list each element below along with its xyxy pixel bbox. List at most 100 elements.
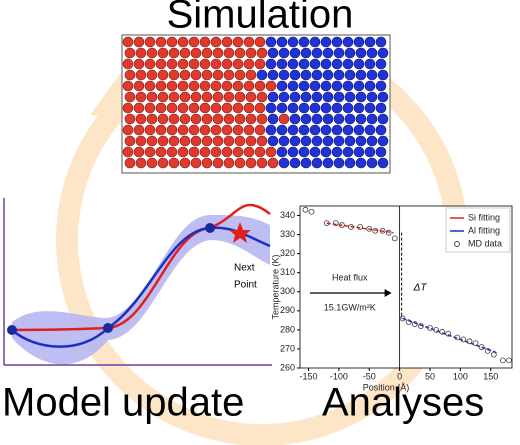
- atom: [179, 47, 191, 59]
- sample-point: [7, 325, 17, 335]
- atom: [223, 157, 235, 169]
- atom: [366, 113, 378, 125]
- atom: [245, 47, 257, 59]
- atom: [232, 146, 244, 158]
- atom: [265, 58, 277, 70]
- data-point: [385, 229, 392, 236]
- atom: [223, 91, 235, 103]
- data-point: [466, 338, 473, 345]
- data-point: [427, 325, 433, 331]
- atom: [355, 69, 367, 81]
- atom: [234, 113, 246, 125]
- atom: [342, 80, 354, 92]
- atom: [276, 80, 288, 92]
- atom: [190, 157, 202, 169]
- atom: [377, 157, 389, 169]
- atom: [221, 58, 233, 70]
- sample-point: [205, 223, 215, 233]
- atom: [188, 80, 200, 92]
- y-tick-label: 330: [280, 229, 295, 239]
- atom: [234, 69, 246, 81]
- x-tick-label: -50: [363, 371, 376, 381]
- atom: [135, 69, 147, 81]
- atom: [146, 157, 158, 169]
- atom: [287, 124, 299, 136]
- atom: [377, 113, 389, 125]
- y-tick-label: 340: [280, 210, 295, 220]
- atom: [223, 47, 235, 59]
- analyses-chart: -150 -100 -50 0 50 100 150 260 270 280 290 300 310 32…: [270, 205, 513, 392]
- atom: [342, 124, 354, 136]
- y-tick-label: 280: [280, 324, 295, 334]
- atom: [278, 157, 290, 169]
- analyses-title: Analyses: [322, 381, 484, 425]
- atom: [210, 102, 222, 114]
- atom: [179, 69, 191, 81]
- atom: [364, 124, 376, 136]
- atom: [311, 157, 323, 169]
- atom: [344, 157, 356, 169]
- atom: [157, 47, 169, 59]
- atom: [289, 47, 301, 59]
- atom: [355, 47, 367, 59]
- atom: [190, 69, 202, 81]
- atom: [309, 102, 321, 114]
- atom: [122, 58, 134, 70]
- atom: [144, 58, 156, 70]
- atom: [311, 113, 323, 125]
- atom: [300, 47, 312, 59]
- atom: [366, 69, 378, 81]
- atom: [322, 47, 334, 59]
- model-panel: Next Point: [3, 198, 272, 366]
- atom: [212, 113, 224, 125]
- atom: [201, 69, 213, 81]
- atom: [353, 124, 365, 136]
- x-tick-label: 0: [397, 371, 402, 381]
- x-tick-label: -150: [299, 371, 317, 381]
- atom: [265, 146, 277, 158]
- atom: [366, 47, 378, 59]
- atom: [265, 102, 277, 114]
- atom: [256, 69, 268, 81]
- atom: [333, 113, 345, 125]
- atom: [232, 58, 244, 70]
- data-point: [460, 336, 467, 343]
- atom: [210, 80, 222, 92]
- atom: [353, 58, 365, 70]
- atom: [289, 91, 301, 103]
- atom: [278, 135, 290, 147]
- atom: [311, 91, 323, 103]
- atom: [364, 102, 376, 114]
- atom: [133, 80, 145, 92]
- data-point: [399, 315, 406, 322]
- atom: [124, 47, 136, 59]
- atom: [344, 113, 356, 125]
- atom: [199, 58, 211, 70]
- atom: [320, 80, 332, 92]
- atom: [256, 91, 268, 103]
- atom: [243, 80, 255, 92]
- x-tick-label: 50: [425, 371, 435, 381]
- atom: [234, 47, 246, 59]
- atom: [135, 157, 147, 169]
- atom: [342, 102, 354, 114]
- atom: [146, 47, 158, 59]
- atom: [245, 69, 257, 81]
- atom: [221, 80, 233, 92]
- atom: [144, 146, 156, 158]
- atom: [179, 113, 191, 125]
- atom: [243, 58, 255, 70]
- atom: [199, 80, 211, 92]
- atom: [232, 124, 244, 136]
- atom: [133, 146, 145, 158]
- atom: [267, 135, 279, 147]
- atom: [364, 80, 376, 92]
- atom: [265, 80, 277, 92]
- atom: [168, 47, 180, 59]
- atom: [168, 135, 180, 147]
- atom: [355, 91, 367, 103]
- atom: [144, 80, 156, 92]
- atom: [278, 113, 290, 125]
- atom: [256, 135, 268, 147]
- atom: [254, 146, 266, 158]
